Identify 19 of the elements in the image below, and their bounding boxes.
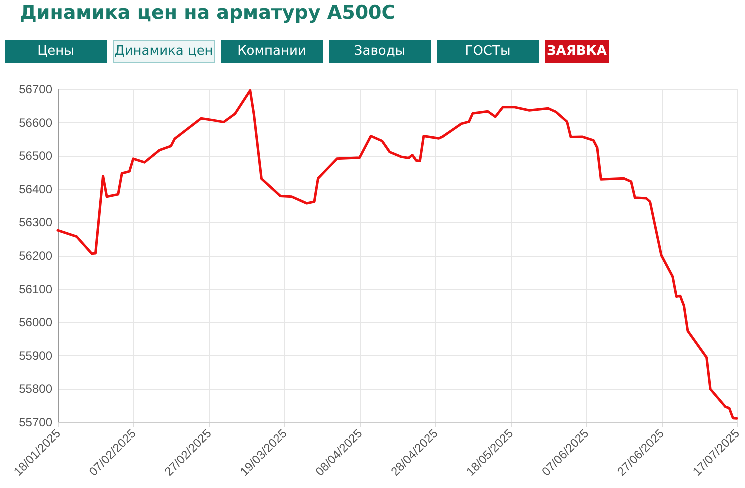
y-tick-label: 56500 bbox=[19, 149, 53, 164]
y-tick-label: 56100 bbox=[19, 282, 53, 296]
y-tick-label: 56600 bbox=[19, 116, 53, 130]
nav-button[interactable]: ЗАЯВКА bbox=[545, 40, 609, 63]
y-tick-label: 56200 bbox=[19, 249, 53, 263]
chart-title: Динамика цен на арматуру А500С bbox=[20, 2, 396, 24]
y-tick-label: 56400 bbox=[19, 182, 53, 196]
nav-button[interactable]: Цены bbox=[5, 40, 107, 63]
line-series bbox=[56, 89, 738, 420]
y-tick-label: 56000 bbox=[19, 316, 53, 330]
nav-button[interactable]: ГОСТы bbox=[437, 40, 539, 63]
y-tick-label: 56300 bbox=[19, 216, 53, 230]
y-tick-label: 55900 bbox=[19, 348, 53, 363]
y-tick-label: 55700 bbox=[19, 416, 53, 430]
nav-button[interactable]: Компании bbox=[221, 40, 323, 63]
nav-button[interactable]: Заводы bbox=[329, 40, 431, 63]
y-tick-label: 56700 bbox=[19, 82, 53, 96]
y-tick-label: 55800 bbox=[19, 382, 53, 396]
nav-button[interactable]: Динамика цен bbox=[113, 40, 215, 63]
